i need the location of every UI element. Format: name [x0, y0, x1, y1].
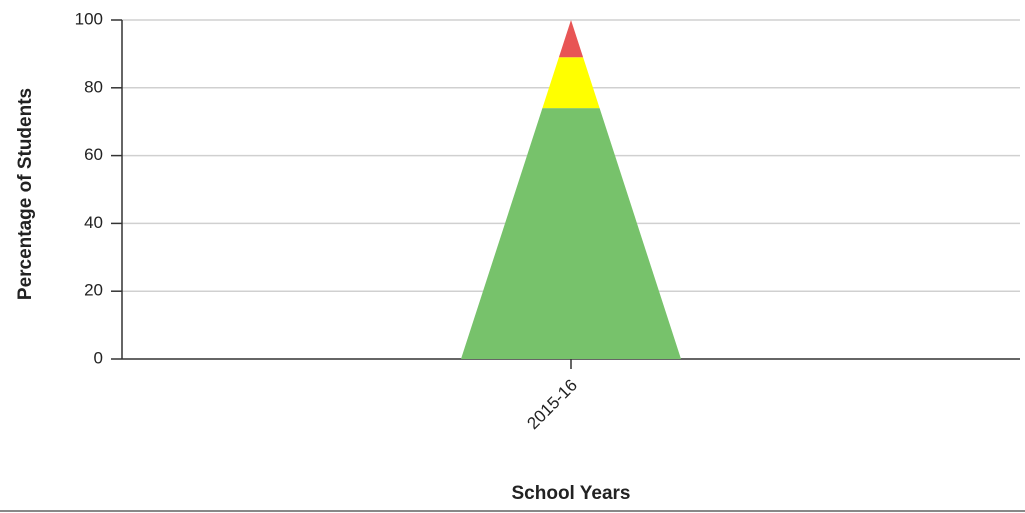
y-tick-label: 60: [84, 145, 103, 164]
y-tick-label: 40: [84, 213, 103, 232]
y-tick-label: 0: [94, 348, 103, 367]
segment: [542, 57, 600, 109]
segment: [558, 20, 584, 58]
x-tick-label: 2015-16: [523, 376, 581, 434]
y-axis-title: Percentage of Students: [15, 88, 36, 300]
segment: [460, 108, 682, 359]
x-axis-title: School Years: [512, 483, 631, 504]
y-tick-label: 80: [84, 77, 103, 96]
y-tick-label: 100: [75, 9, 103, 28]
y-tick-label: 20: [84, 281, 103, 300]
